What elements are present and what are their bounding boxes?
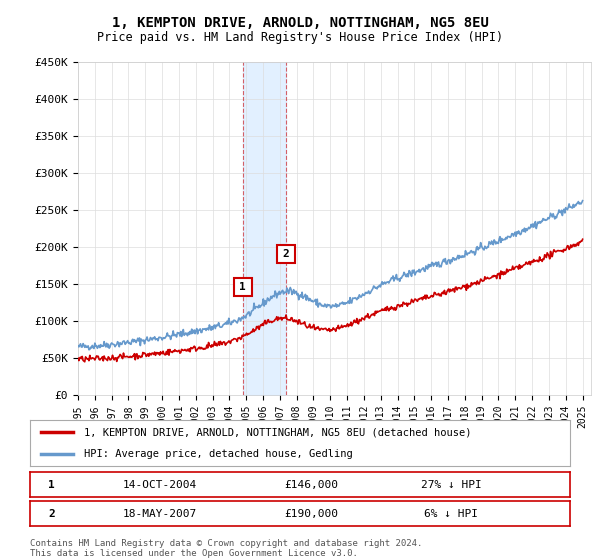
Text: Contains HM Land Registry data © Crown copyright and database right 2024.
This d: Contains HM Land Registry data © Crown c… [30, 539, 422, 558]
Text: 2: 2 [48, 509, 55, 519]
Text: 1: 1 [48, 480, 55, 489]
Text: 1: 1 [239, 282, 246, 292]
Text: 6% ↓ HPI: 6% ↓ HPI [424, 509, 478, 519]
Text: 14-OCT-2004: 14-OCT-2004 [122, 480, 197, 489]
Text: 1, KEMPTON DRIVE, ARNOLD, NOTTINGHAM, NG5 8EU: 1, KEMPTON DRIVE, ARNOLD, NOTTINGHAM, NG… [112, 16, 488, 30]
Text: £190,000: £190,000 [284, 509, 338, 519]
Text: 2: 2 [283, 249, 290, 259]
Text: 27% ↓ HPI: 27% ↓ HPI [421, 480, 482, 489]
Text: 1, KEMPTON DRIVE, ARNOLD, NOTTINGHAM, NG5 8EU (detached house): 1, KEMPTON DRIVE, ARNOLD, NOTTINGHAM, NG… [84, 427, 472, 437]
Text: Price paid vs. HM Land Registry's House Price Index (HPI): Price paid vs. HM Land Registry's House … [97, 31, 503, 44]
Text: HPI: Average price, detached house, Gedling: HPI: Average price, detached house, Gedl… [84, 449, 353, 459]
Text: 18-MAY-2007: 18-MAY-2007 [122, 509, 197, 519]
Text: £146,000: £146,000 [284, 480, 338, 489]
